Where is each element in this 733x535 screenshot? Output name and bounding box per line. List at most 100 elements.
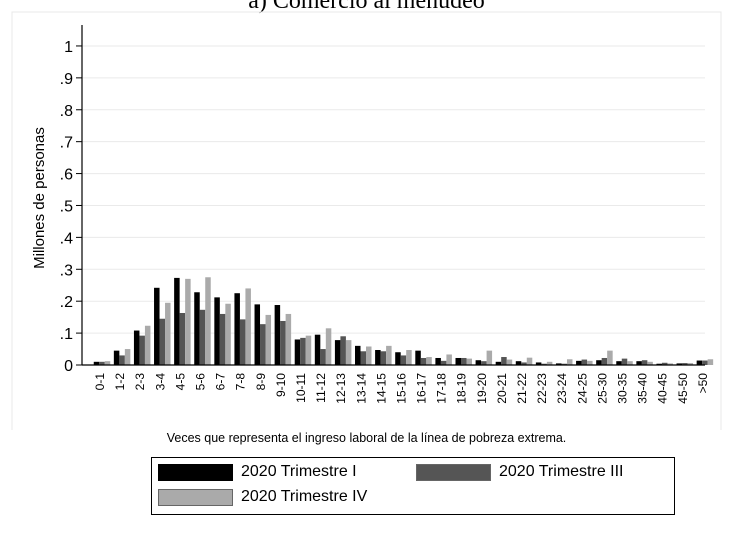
bar-9-10-series-1 [274,305,281,365]
bar-1-2-series-3 [124,349,131,365]
bar-21-22-series-3 [526,357,533,365]
bar-24-25-series-1 [576,360,582,365]
x-tick-label: >50 [696,373,710,394]
figure-border [11,11,722,430]
bar-35-40-series-2 [641,360,648,365]
bar-19-20-series-3 [486,350,493,365]
axes: 0 .1 .2 .3 .4 .5 .6 .7 .8 .9 1 0-1 1-2 2-3 3-4 4-5 5-6 6-… [60,25,710,404]
bar-7-8-series-3 [245,288,251,365]
bar-20-21-series-1 [495,361,502,365]
bar-18-19-series-2 [460,357,467,365]
bar-40-45-series-3 [667,363,673,365]
bar-4-5-series-3 [185,278,191,365]
bar-16-17-series-3 [426,357,432,365]
legend: 2020 Trimestre I 2020 Trimestre III 2020… [151,457,675,515]
x-axis-label: Veces que representa el ingreso laboral … [166,431,567,445]
bar-12-13-series-1 [334,340,341,365]
bar-16-17-series-2 [420,357,427,365]
x-tick-label: 20-21 [495,373,509,404]
x-tick-label: 12-13 [334,373,348,404]
y-tick-label: .7 [60,135,73,152]
x-tick-label: 13-14 [354,373,368,404]
x-tick-label: 16-17 [415,373,429,404]
y-tick-label: .3 [60,262,73,279]
bar->50-series-3 [707,359,714,365]
bar-45-50-series-2 [682,363,688,365]
x-tick-label: 14-15 [374,373,388,404]
bar-23-24-series-3 [566,359,573,365]
bar-22-23-series-1 [535,362,542,365]
x-tick-label: 35-40 [636,373,650,404]
bar-11-12-series-3 [325,328,332,365]
bar->50-series-1 [696,360,703,365]
bar-17-18-series-2 [440,360,447,365]
bar-45-50-series-3 [687,363,694,365]
bar-35-40-series-3 [647,361,653,365]
bar-9-10-series-3 [285,313,292,365]
y-tick-label: .6 [60,167,73,184]
x-tick-label: 22-23 [535,373,549,404]
x-tick-label: 30-35 [616,373,630,404]
legend-item-series-1: 2020 Trimestre I [158,463,357,481]
bar-14-15-series-2 [380,351,387,365]
bar-8-9-series-2 [260,324,266,365]
x-tick-label: 2-3 [133,373,147,391]
bar-6-7-series-3 [225,303,231,365]
x-tick-label: 45-50 [676,373,690,404]
bar-11-12-series-2 [320,349,326,365]
bar-5-6-series-2 [199,309,206,365]
bar-8-9-series-1 [254,304,261,365]
bar-12-13-series-3 [345,340,352,365]
x-tick-label: 4-5 [173,373,187,391]
bar-23-24-series-1 [555,363,562,365]
bar-10-11-series-1 [294,339,301,365]
bar-40-45-series-2 [661,362,668,365]
y-tick-label: .2 [60,294,73,311]
bar-12-13-series-2 [340,336,346,365]
bar-13-14-series-1 [355,345,361,365]
x-tick-label: 21-22 [515,373,529,404]
bar-0-1-series-3 [104,361,111,365]
bar-15-16-series-2 [400,355,407,365]
chart-title: a) Comercio al menudeo [248,0,485,14]
bar-1-2-series-1 [113,350,120,365]
x-tick-label: 17-18 [435,373,449,404]
bar-5-6-series-1 [194,292,200,365]
y-tick-label: .1 [60,326,73,343]
bar-2-3-series-1 [133,330,140,365]
y-tick-label: .5 [60,198,73,215]
bar-16-17-series-1 [415,350,421,365]
x-tick-label: 1-2 [113,373,127,391]
bar-15-16-series-1 [395,352,401,365]
y-tick-label: 0 [64,358,73,375]
bar-45-50-series-1 [676,363,683,365]
bar-19-20-series-1 [475,360,482,365]
bar-3-4-series-2 [159,318,166,365]
x-tick-label: 11-12 [314,373,328,403]
x-tick-label: 6-7 [214,373,228,391]
legend-label-series-3: 2020 Trimestre IV [241,488,368,505]
x-tick-label: 9-10 [274,373,288,397]
bar-23-24-series-2 [561,363,567,365]
bar-21-22-series-1 [515,361,522,365]
bar-3-4-series-1 [154,287,160,365]
bar->50-series-2 [702,360,708,365]
bar-6-7-series-2 [219,313,226,365]
bar-30-35-series-1 [616,361,622,365]
x-tick-label: 18-19 [455,373,469,404]
bar-10-11-series-2 [300,337,306,365]
bar-0-1-series-1 [93,361,100,365]
bar-2-3-series-3 [144,325,151,365]
legend-swatch-series-3 [158,488,233,506]
bar-20-21-series-3 [506,359,513,365]
bar-4-5-series-2 [179,312,186,365]
bar-19-20-series-2 [481,361,487,365]
x-tick-label: 25-30 [595,373,609,404]
legend-label-series-1: 2020 Trimestre I [241,463,357,480]
bar-25-30-series-3 [607,350,613,365]
bar-40-45-series-1 [656,363,662,365]
bar-0-1-series-2 [99,361,105,365]
bar-11-12-series-1 [314,334,321,365]
bar-17-18-series-1 [435,357,441,365]
